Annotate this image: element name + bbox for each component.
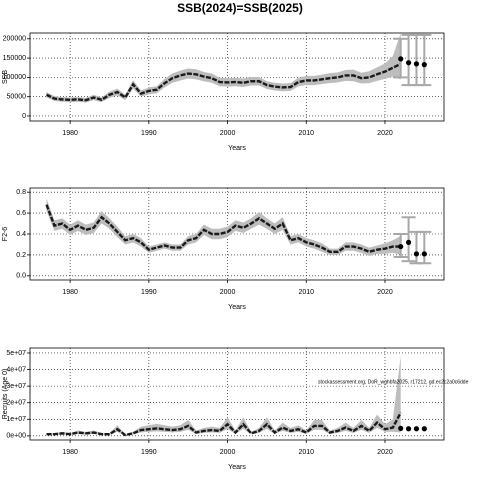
x-tick-label: 2000 [220, 449, 236, 456]
x-tick-label: 2000 [220, 130, 236, 137]
x-tick-label: 1990 [141, 289, 157, 296]
forecast-point [413, 61, 420, 67]
forecast-point [398, 56, 404, 62]
y-tick-label: 0.8 [16, 189, 26, 196]
x-axis-label: Years [228, 464, 246, 471]
forecast-point [405, 426, 412, 432]
forecast-point [398, 425, 404, 431]
confidence-band [46, 198, 401, 256]
y-tick-label: 0 [22, 113, 26, 120]
y-tick-label: 0e+00 [6, 433, 26, 440]
y-tick-label: 150000 [3, 55, 26, 62]
y-tick-label: 1e+07 [6, 416, 26, 423]
forecast-point [421, 62, 427, 68]
estimate-line [45, 204, 401, 254]
y-axis-label: Recruits (Age 0) [2, 369, 9, 420]
forecast-point [405, 239, 412, 245]
annotation: stockassessment.org, DoR_wghbfa2025, r17… [318, 379, 469, 385]
y-tick-label: 0.6 [16, 210, 26, 217]
forecast-point [413, 426, 420, 432]
y-tick-label: 50000 [7, 94, 27, 101]
plot-frame [29, 347, 445, 441]
y-tick-label: 0.4 [16, 231, 26, 238]
x-axis-label: Years [228, 304, 246, 311]
forecast-point [421, 426, 427, 432]
x-tick-label: 1980 [62, 289, 78, 296]
forecast-point [421, 251, 427, 257]
y-axis-label: F2-6 [2, 227, 9, 242]
x-tick-label: 1980 [62, 130, 78, 137]
y-tick-label: 5e+07 [6, 350, 26, 357]
y-tick-label: 0.0 [16, 273, 26, 280]
estimate-line [46, 62, 402, 102]
x-tick-label: 2010 [298, 130, 314, 137]
y-tick-label: 2e+07 [6, 400, 26, 407]
x-tick-label: 1990 [141, 449, 157, 456]
y-tick-label: 4e+07 [6, 366, 26, 373]
forecast-point [398, 243, 404, 250]
x-tick-label: 2020 [377, 449, 393, 456]
estimate-line [46, 412, 402, 437]
forecast-point [413, 251, 420, 257]
y-tick-label: 0.2 [16, 252, 26, 259]
x-tick-label: 2020 [377, 289, 393, 296]
forecast-point [405, 60, 412, 66]
x-tick-label: 2020 [377, 130, 393, 137]
x-tick-label: 2010 [298, 449, 314, 456]
y-tick-label: 100000 [3, 74, 26, 81]
y-tick-label: 3e+07 [6, 383, 26, 390]
y-tick-label: 200000 [3, 36, 26, 43]
x-axis-label: Years [228, 145, 246, 152]
x-tick-label: 2000 [220, 289, 236, 296]
x-tick-label: 1990 [141, 130, 157, 137]
y-axis-label: SSB [2, 70, 9, 84]
figure-title: SSB(2024)=SSB(2025) [177, 1, 303, 15]
x-tick-label: 2010 [298, 289, 314, 296]
x-tick-label: 1980 [62, 449, 78, 456]
